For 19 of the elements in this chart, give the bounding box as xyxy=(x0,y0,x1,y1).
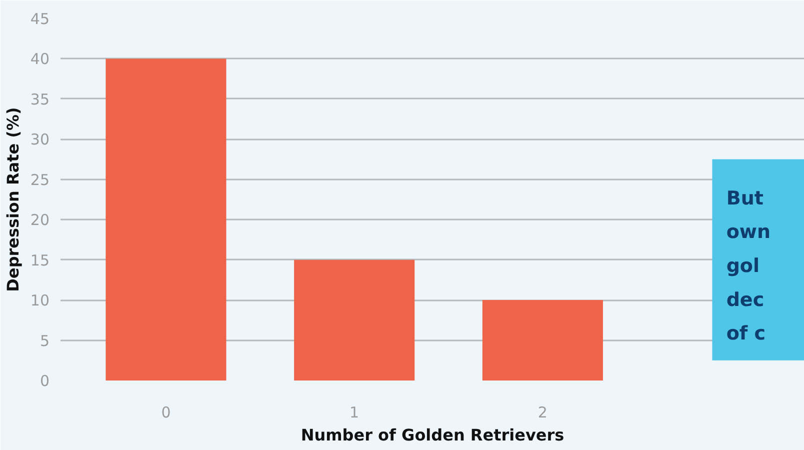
y-tick-label: 40 xyxy=(30,50,50,68)
x-tick-label: 1 xyxy=(350,404,360,422)
x-axis-title: Number of Golden Retrievers xyxy=(300,426,564,444)
text: But own gol dec of c xyxy=(726,187,770,345)
y-tick-label: 10 xyxy=(30,292,50,310)
bar xyxy=(482,300,603,380)
bar xyxy=(106,58,226,380)
bar xyxy=(294,260,415,380)
y-tick-label: 15 xyxy=(30,251,50,270)
x-tick-label: 2 xyxy=(538,404,548,422)
y-tick-label: 0 xyxy=(40,372,50,390)
y-axis-title: Depression Rate (%) xyxy=(3,107,22,292)
y-tick-label: 25 xyxy=(30,170,50,189)
y-tick-label: 5 xyxy=(40,332,50,350)
x-tick-label: 0 xyxy=(161,404,171,422)
y-tick-label: 35 xyxy=(30,90,50,108)
y-tick-label: 45 xyxy=(30,10,50,28)
y-tick-label: 20 xyxy=(30,211,50,230)
y-tick-label: 30 xyxy=(30,130,50,149)
